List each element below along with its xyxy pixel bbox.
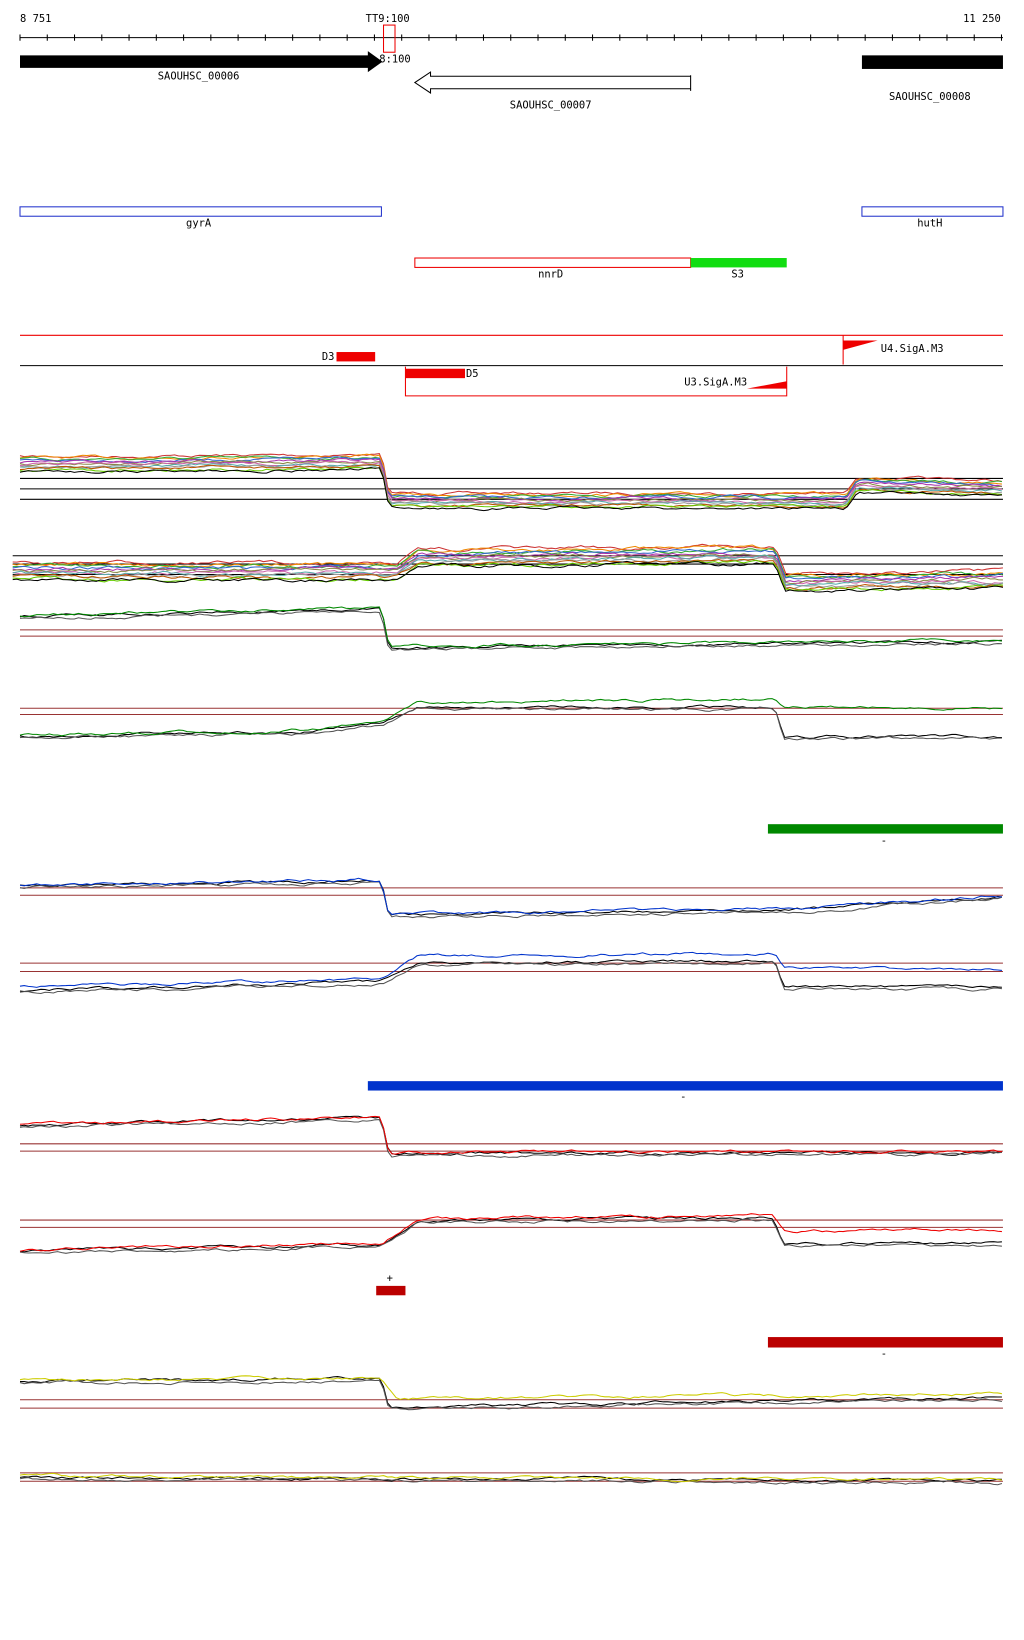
segment-label: -: [680, 1091, 686, 1103]
segments: - - + -: [367, 824, 1003, 1360]
trace-line: [19, 456, 1003, 500]
trace-line: [19, 606, 1002, 649]
gene-arrow: [413, 71, 692, 94]
marker-label: 8:100: [379, 54, 410, 66]
marker-label: TT9:100: [366, 13, 410, 25]
trace-line: [19, 460, 1002, 505]
ruler-end: 11 250: [963, 13, 1001, 25]
feature-label: U4.SigA.M3: [881, 343, 944, 355]
trace-line: [19, 1375, 1003, 1400]
feature-triangle: [843, 340, 878, 350]
annotation-label: nnrD: [538, 269, 563, 281]
trace-line: [12, 553, 1003, 587]
segment-bar: [367, 1081, 1003, 1091]
trace-line: [19, 706, 1002, 741]
trace-line: [12, 543, 1004, 576]
trace-line: [19, 457, 1003, 502]
trace-line: [12, 553, 1003, 585]
gene-label: SAOUHSC_00007: [510, 100, 592, 112]
gene-arrow: [20, 51, 383, 73]
trace-line: [19, 960, 1002, 995]
ruler-start: 8 751: [20, 13, 51, 25]
feature-box: [405, 368, 465, 379]
annotation-box: [19, 206, 382, 217]
trace-line: [19, 452, 1003, 497]
trace-line: [19, 464, 1003, 509]
trace-line: [19, 1376, 1002, 1409]
trace-line: [19, 881, 1003, 919]
trace-line: [19, 1476, 1003, 1486]
traces: [12, 452, 1004, 1486]
trace-line: [19, 959, 1002, 993]
gene-label: SAOUHSC_00008: [889, 91, 971, 103]
trace-line: [19, 1213, 1002, 1252]
segment-label: -: [881, 1348, 887, 1360]
trace-line: [12, 560, 1004, 593]
segment-bar: [376, 1285, 406, 1296]
ruler-ticks: [19, 34, 1003, 41]
trace-line: [19, 1218, 1002, 1254]
annotations: gyrA hutH nnrD S3: [19, 206, 1004, 281]
trace-line: [19, 1379, 1003, 1411]
trace-line: [12, 554, 1004, 587]
annotation-label: hutH: [917, 218, 942, 230]
trace-line: [19, 877, 1002, 915]
genes: 8:100 SAOUHSC_00006 SAOUHSC_00007 SAOUHS…: [20, 51, 1003, 112]
trace-line: [19, 1115, 1002, 1155]
trace-line: [19, 464, 1002, 507]
trace-line: [12, 548, 1004, 581]
segment-bar: [767, 1337, 1003, 1348]
features: D3 D5 U3.SigA.M3 U4.SigA.M3: [19, 334, 1003, 397]
ruler: 8 751 11 250 TT9:100: [19, 13, 1003, 53]
annotation-label: gyrA: [186, 218, 212, 230]
feature-triangle: [747, 381, 787, 389]
feature-label: D5: [466, 368, 479, 380]
trace-line: [19, 610, 1002, 651]
feature-label: D3: [322, 351, 335, 363]
segment-label: +: [387, 1273, 393, 1285]
annotation-label: S3: [731, 269, 744, 281]
feature-box: [336, 352, 376, 362]
annotation-box: [690, 258, 787, 268]
trace-line: [12, 544, 1004, 578]
trace-line: [19, 1118, 1002, 1158]
trace-line: [19, 698, 1002, 737]
annotation-box: [861, 206, 1004, 217]
trace-line: [19, 951, 1002, 988]
gene-label: SAOUHSC_00006: [158, 70, 240, 82]
feature-label: U3.SigA.M3: [684, 376, 747, 388]
trace-line: [19, 607, 1002, 650]
marker-box: [382, 24, 396, 53]
segment-label: -: [881, 835, 887, 847]
trace-line: [19, 1472, 1002, 1483]
trace-line: [19, 704, 1002, 739]
annotation-box: [414, 257, 692, 268]
trace-line: [19, 467, 1002, 512]
trace-line: [19, 466, 1002, 509]
segment-bar: [767, 824, 1003, 834]
gene-box: [861, 55, 1003, 69]
